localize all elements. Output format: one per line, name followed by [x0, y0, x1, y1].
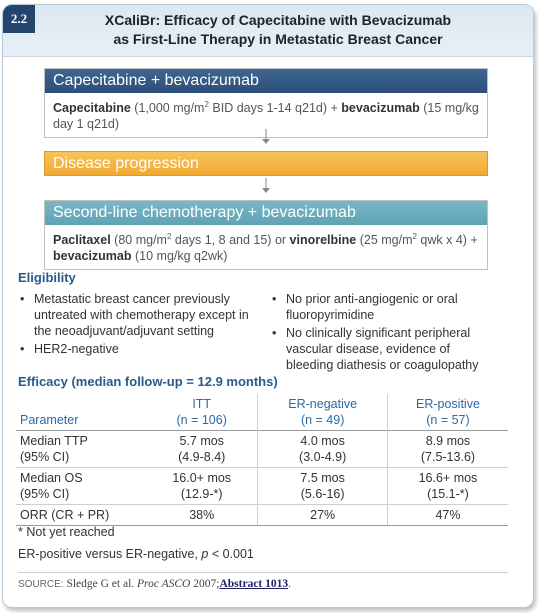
abstract-link[interactable]: Abstract 1013 [219, 578, 289, 590]
table-row: Median OS (95% CI) 16.0+ mos (12.9-*) 7.5 … [16, 467, 508, 505]
figure-number: 2.2 [3, 5, 35, 33]
title-line-2: as First-Line Therapy in Metastatic Brea… [113, 31, 443, 47]
table-cell: 38% [146, 504, 258, 526]
column-header-er-positive: ER-positive (n = 57) [386, 394, 508, 431]
figure-header: 2.2 XCaliBr: Efficacy of Capecitabine wi… [3, 5, 533, 57]
param-column-header: Parameter [20, 413, 79, 427]
flow-arrow-2-icon [262, 178, 270, 193]
source-label: SOURCE: [18, 579, 64, 590]
list-item: • HER2-negative [20, 342, 119, 356]
footnote: * Not yet reached [18, 525, 115, 539]
table-cell: 27% [257, 504, 388, 526]
table-cell: 16.0+ mos (12.9-*) [146, 467, 258, 505]
flow-step-progression: Disease progression [44, 151, 488, 176]
table-cell: 16.6+ mos (15.1-*) [386, 467, 508, 505]
table-cell: 8.9 mos (7.5-13.6) [386, 430, 508, 468]
title-line-1: XCaliBr: Efficacy of Capecitabine with B… [104, 12, 452, 28]
step-second-line-title: Second-line chemotherapy + bevacizumab [45, 201, 487, 225]
list-item: • Metastatic breast cancer previously unt… [20, 292, 249, 338]
step-second-line-regimen: Paclitaxel (80 mg/m2 days 1, 8 and 15) o… [53, 232, 478, 264]
table-cell: 47% [386, 504, 508, 526]
flow-step-second-line: Second-line chemotherapy + bevacizumab P… [44, 200, 488, 271]
efficacy-table: Parameter ITT (n = 106) ER-negative (n = 4… [16, 394, 508, 526]
row-label: Median OS (95% CI) [16, 467, 146, 505]
efficacy-heading: Efficacy (median follow-up = 12.9 months… [18, 374, 278, 389]
row-label: ORR (CR + PR) [16, 504, 146, 526]
eligibility-heading: Eligibility [18, 270, 76, 285]
flow-arrow-1-icon [262, 129, 270, 144]
figure-title: XCaliBr: Efficacy of Capecitabine with B… [43, 11, 513, 49]
flow-step-first-line: Capecitabine + bevacizumab Capecitabine … [44, 68, 488, 139]
comparison-note: ER-positive versus ER-negative, p < 0.00… [18, 547, 254, 561]
eligibility-list-left: • Metastatic breast cancer previously unt… [18, 291, 258, 359]
table-cell: 5.7 mos (4.9-8.4) [146, 430, 258, 468]
list-item: • No clinically significant peripheral va… [272, 326, 479, 372]
table-cell: 7.5 mos (5.6-16) [257, 467, 388, 505]
table-header-row: Parameter ITT (n = 106) ER-negative (n = 4… [16, 394, 508, 431]
step-first-line-regimen: Capecitabine (1,000 mg/m2 BID days 1-14 … [53, 100, 479, 132]
table-row: Median TTP (95% CI) 5.7 mos (4.9-8.4) 4.0 … [16, 430, 508, 468]
list-item: • No prior anti-angiogenic or oral fluoro… [272, 292, 458, 322]
eligibility-list-right: • No prior anti-angiogenic or oral fluoro… [270, 291, 500, 375]
table-cell: 4.0 mos (3.0-4.9) [257, 430, 388, 468]
row-label: Median TTP (95% CI) [16, 430, 146, 468]
step-first-line-title: Capecitabine + bevacizumab [45, 69, 487, 93]
table-row: ORR (CR + PR) 38% 27% 47% [16, 504, 508, 526]
column-header-er-negative: ER-negative (n = 49) [257, 394, 388, 431]
source-citation: SOURCE: Sledge G et al. Proc ASCO 2007;A… [18, 572, 508, 590]
column-header-itt: ITT (n = 106) [176, 397, 227, 427]
